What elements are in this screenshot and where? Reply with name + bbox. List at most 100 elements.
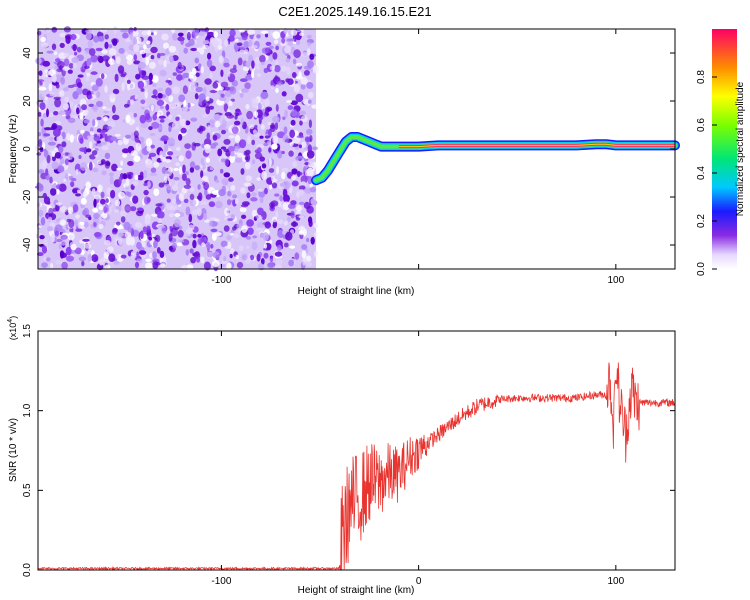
spectrogram-noise-cell [177,61,182,70]
spectrogram-noise-cell [116,167,123,171]
spectrogram-noise-cell [306,205,314,214]
spectrogram-y-tick-label: 20 [22,95,33,107]
snr-y-tick-label: 0.5 [22,483,33,497]
spectrogram-noise-cell [87,39,93,49]
spectrogram-noise-cell [103,116,108,122]
spectrogram-noise-cell [307,41,311,47]
spectrogram-noise-cell [168,95,174,103]
spectrogram-noise-cell [203,261,211,271]
spectrogram-noise-cell [54,152,62,159]
spectrogram-noise-cell [127,191,132,197]
spectrogram-noise-cell [107,246,114,253]
spectrogram-noise-cell [49,112,54,118]
spectrogram-noise-cell [221,178,229,186]
spectrogram-noise-cell [294,252,300,260]
spectrogram-noise-cell [257,207,264,216]
spectrogram-noise-cell [274,251,283,257]
spectrogram-noise-cell [286,66,291,76]
colorbar-tick-label: 0.6 [696,118,707,132]
spectrogram-noise-cell [221,260,228,265]
spectrogram-noise-cell [184,120,191,126]
snr-y-label: SNR (10 * v/v) [8,418,19,482]
spectrogram-noise-cell [152,113,157,121]
spectrogram-noise-cell [151,95,158,99]
spectrogram-noise-cell [189,167,195,173]
spectrogram-noise-cell [189,193,195,200]
spectrogram-noise-cell [93,221,97,228]
spectrogram-noise-cell [74,247,82,255]
spectrogram-noise-cell [144,90,148,99]
spectrogram-noise-cell [143,196,150,205]
spectrogram-noise-cell [197,184,201,190]
spectrogram-noise-cell [211,190,220,195]
spectrogram-noise-cell [308,99,312,104]
spectrogram-noise-cell [38,138,43,148]
spectrogram-noise-cell [249,254,255,261]
spectrogram-noise-cell [180,37,185,45]
spectrogram-noise-cell [40,217,46,226]
spectrogram-noise-cell [212,142,219,147]
spectrogram-noise-cell [205,194,212,200]
spectrogram-noise-cell [168,245,174,251]
spectrogram-noise-cell [190,47,198,52]
spectrogram-noise-cell [182,104,188,113]
spectrogram-noise-cell [264,221,272,229]
spectrogram-noise-cell [173,218,181,228]
spectrogram-noise-cell [185,150,192,159]
spectrogram-noise-cell [240,117,244,126]
spectrogram-noise-cell [125,54,134,61]
spectrogram-noise-cell [75,193,81,197]
spectrogram-noise-cell [227,190,232,197]
spectrogram-noise-cell [165,104,170,111]
spectrogram-noise-cell [236,261,244,269]
spectrogram-noise-cell [83,221,89,228]
spectrogram-noise-cell [38,70,43,76]
spectrogram-noise-cell [48,207,54,216]
spectrogram-noise-cell [141,70,147,76]
spectrogram-noise-cell [240,88,249,93]
spectrogram-noise-cell [254,152,263,160]
spectrogram-noise-cell [91,84,99,92]
spectrogram-noise-cell [166,198,171,203]
spectrogram-noise-cell [48,136,54,141]
spectrogram-noise-cell [120,254,127,259]
spectrogram-noise-cell [299,32,305,36]
spectrogram-noise-cell [132,37,137,46]
spectrogram-noise-cell [224,86,231,91]
spectrogram-noise-cell [241,225,248,233]
spectrogram-noise-cell [227,241,232,249]
spectrogram-noise-cell [192,27,200,37]
spectrogram-noise-cell [171,198,176,205]
spectrogram-noise-cell [298,185,306,190]
spectrogram-noise-cell [237,152,244,158]
spectrogram-noise-cell [201,242,206,247]
spectrogram-noise-cell [272,115,280,123]
spectrogram-noise-cell [213,31,218,38]
spectrogram-noise-cell [284,45,291,54]
spectrogram-noise-cell [100,191,105,198]
spectrogram-y-tick-label: -20 [22,189,33,204]
spectrogram-noise-cell [79,147,86,152]
spectrogram-noise-cell [239,139,247,149]
spectrogram-noise-cell [155,203,163,207]
spectrogram-noise-cell [51,161,59,170]
spectrogram-noise-cell [85,76,90,82]
spectrogram-noise-cell [107,141,111,147]
spectrogram-noise-cell [68,234,73,240]
spectrogram-noise-cell [165,169,173,177]
spectrogram-noise-cell [275,60,279,67]
spectrogram-noise-cell [114,73,119,83]
spectrogram-noise-cell [283,242,289,248]
spectrogram-noise-cell [92,119,96,127]
spectrogram-noise-cell [306,150,315,159]
spectrogram-noise-cell [153,161,160,168]
spectrogram-noise-cell [285,137,289,143]
spectrogram-noise-cell [264,33,269,38]
spectrogram-noise-cell [118,238,123,246]
spectrogram-noise-cell [138,61,146,69]
spectrogram-noise-cell [159,119,165,123]
spectrogram-noise-cell [153,31,157,36]
spectrogram-noise-cell [239,46,246,51]
spectrogram-noise-cell [76,46,82,53]
spectrogram-noise-cell [56,188,60,195]
